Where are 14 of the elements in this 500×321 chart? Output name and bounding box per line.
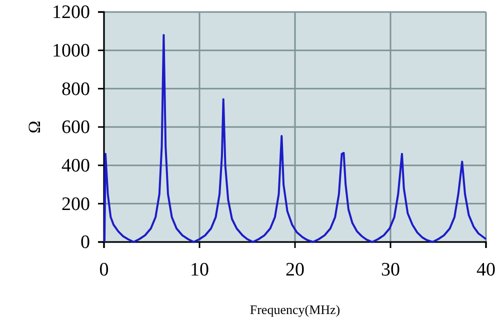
x-tick-label: 30 (381, 259, 400, 280)
y-axis-title: Ω (25, 120, 44, 134)
x-tick-label: 20 (286, 259, 304, 280)
x-tick-label: 0 (99, 259, 109, 280)
y-tick-label: 0 (80, 232, 90, 254)
y-tick-label: 400 (62, 155, 90, 176)
y-tick-label: 800 (62, 78, 90, 100)
y-tick-label: 1000 (52, 40, 90, 62)
x-tick-label: 10 (190, 259, 209, 280)
x-tick-label: 40 (476, 259, 496, 280)
y-tick-label: 600 (62, 117, 90, 138)
x-axis-title: Frequency(MHz) (250, 302, 340, 317)
y-tick-label: 200 (62, 194, 90, 215)
y-tick-label: 1200 (52, 2, 90, 24)
